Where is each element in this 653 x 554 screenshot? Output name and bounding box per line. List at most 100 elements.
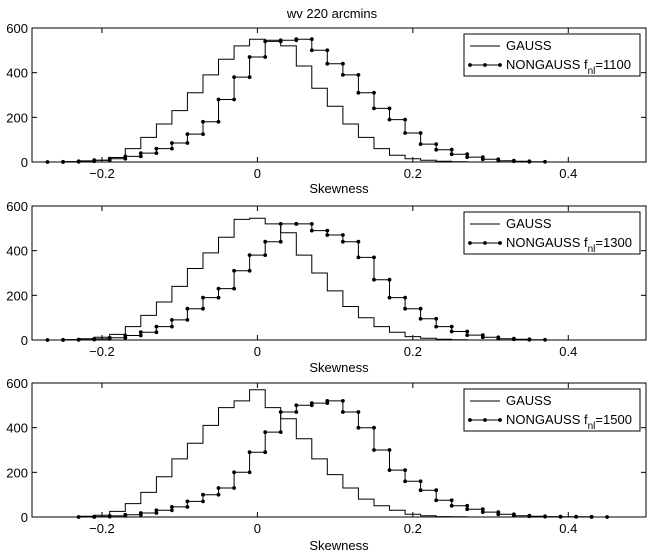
nongauss-marker (76, 337, 81, 342)
nongauss-marker (76, 515, 81, 519)
nongauss-marker (201, 132, 205, 137)
nongauss-marker (232, 75, 237, 79)
nongauss-marker (309, 48, 314, 53)
nongauss-marker (341, 233, 345, 237)
x-tick-label: 0 (254, 521, 261, 536)
x-axis-label: Skewness (309, 538, 369, 553)
nongauss-marker (216, 295, 221, 300)
nongauss-marker (154, 324, 159, 329)
plot-frame (31, 27, 647, 163)
nongauss-marker (387, 117, 392, 122)
nongauss-marker (512, 513, 516, 518)
nongauss-marker (247, 268, 252, 273)
x-tick-label: 0.4 (559, 521, 577, 536)
nongauss-marker (387, 277, 392, 282)
nongauss-marker (170, 505, 174, 509)
nongauss-marker (92, 158, 97, 163)
nongauss-marker (403, 306, 407, 311)
nongauss-marker (325, 399, 330, 403)
nongauss-marker (418, 479, 423, 484)
nongauss-marker (107, 514, 112, 518)
legend-box (463, 388, 641, 432)
y-tick-label: 0 (21, 333, 28, 348)
panel-3: −0.2 0 0.2 0.4 0 200 400 600 Skewness GAUSS NONGAU… (6, 376, 647, 553)
x-tick-label: 0 (254, 344, 261, 359)
nongauss-marker (201, 499, 205, 504)
nongauss-marker (341, 73, 345, 77)
nongauss-marker (465, 329, 470, 334)
nongauss-marker (403, 468, 407, 472)
nongauss-marker (341, 399, 345, 403)
nongauss-marker (325, 233, 330, 237)
x-tick-label: 0.2 (404, 344, 422, 359)
nongauss-marker (496, 158, 501, 163)
nongauss-marker (232, 470, 237, 475)
nongauss-marker (527, 159, 532, 164)
nongauss-marker (138, 151, 143, 156)
nongauss-marker (372, 255, 376, 260)
nongauss-marker (372, 90, 376, 95)
x-tick-label: 0 (254, 166, 261, 181)
nongauss-marker (418, 142, 423, 147)
nongauss-marker (434, 142, 439, 147)
y-tick-label: 200 (6, 110, 28, 125)
legend-label-text: NONGAUSS f (506, 412, 588, 427)
legend-label-suffix: =1100 (595, 57, 631, 72)
series-gauss-line (63, 389, 483, 518)
nongauss-marker (201, 295, 205, 300)
x-axis-label: Skewness (309, 360, 369, 375)
nongauss-marker (247, 450, 252, 455)
x-tick-label: 0.2 (404, 166, 422, 181)
nongauss-marker (123, 512, 128, 517)
legend-marker (483, 241, 487, 245)
legend-label: NONGAUSS fnl=1100 (506, 57, 631, 77)
nongauss-marker (170, 146, 174, 151)
nongauss-marker (449, 324, 454, 329)
nongauss-marker (309, 228, 314, 233)
nongauss-marker (45, 338, 50, 342)
nongauss-marker (92, 337, 97, 341)
nongauss-marker (434, 316, 439, 321)
legend-label-text: GAUSS (506, 393, 552, 408)
nongauss-marker (107, 156, 112, 161)
nongauss-marker (387, 106, 392, 111)
nongauss-marker (589, 515, 594, 519)
nongauss-marker (543, 159, 547, 164)
nongauss-marker (341, 61, 345, 66)
nongauss-marker (403, 131, 407, 135)
nongauss-marker (434, 488, 439, 493)
nongauss-marker (232, 268, 237, 273)
legend-label: NONGAUSS fnl=1300 (506, 235, 632, 255)
nongauss-marker (138, 154, 143, 159)
nongauss-marker (605, 515, 609, 519)
nongauss-marker (154, 508, 159, 513)
legend-marker (468, 418, 472, 422)
nongauss-marker (449, 503, 454, 508)
nongauss-marker (138, 333, 143, 338)
nongauss-marker (247, 55, 252, 59)
legend-label-text: GAUSS (506, 38, 552, 53)
nongauss-marker (278, 239, 283, 244)
nongauss-marker (170, 318, 174, 322)
y-tick-label: 0 (21, 510, 28, 525)
y-tick-label: 200 (6, 288, 28, 303)
nongauss-marker (232, 97, 237, 102)
nongauss-marker (341, 410, 345, 414)
nongauss-marker (325, 61, 330, 66)
nongauss-marker (170, 324, 174, 329)
nongauss-marker (325, 48, 330, 53)
nongauss-marker (387, 295, 392, 300)
nongauss-marker (278, 410, 283, 414)
nongauss-marker (232, 486, 237, 490)
nongauss-marker (185, 499, 190, 504)
legend-label-subscript: nl (588, 244, 596, 255)
legend-marker (468, 241, 472, 245)
nongauss-marker (372, 425, 376, 430)
nongauss-marker (543, 514, 547, 519)
legend-label: GAUSS (506, 216, 552, 231)
nongauss-marker (480, 507, 485, 512)
legend-label: GAUSS (506, 38, 552, 53)
nongauss-marker (449, 329, 454, 334)
nongauss-marker (449, 147, 454, 152)
nongauss-marker (216, 492, 221, 497)
